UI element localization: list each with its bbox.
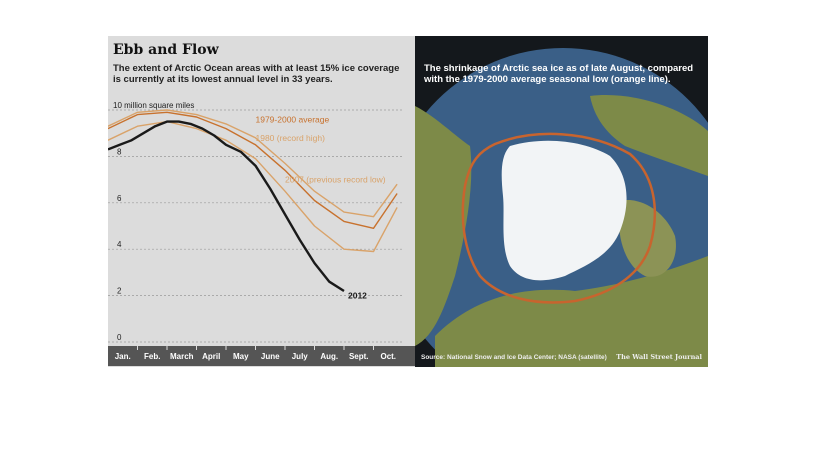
x-tick-label: Oct.: [380, 352, 396, 361]
x-tick-label: Sept.: [349, 352, 369, 361]
map-source: Source: National Snow and Ice Data Cente…: [421, 354, 607, 361]
x-tick-label: March: [170, 352, 194, 361]
chart-title: Ebb and Flow: [113, 42, 219, 58]
series-line-0: [108, 111, 398, 230]
line-chart: 0 2 4 6 8 10 million square miles 1979-2000 av…: [108, 101, 415, 366]
x-tick-label: April: [202, 352, 220, 361]
series-label-3: 2012: [348, 291, 367, 301]
series-label-1: 1980 (record high): [256, 133, 326, 143]
y-tick-label: 4: [117, 240, 122, 249]
series-line-2: [108, 120, 398, 253]
month-axis-bar: [108, 346, 415, 366]
x-tick-label: July: [292, 352, 309, 361]
y-axis-label: 10 million square miles: [113, 101, 194, 110]
map-panel: The shrinkage of Arctic sea ice as of la…: [415, 36, 708, 367]
land-greenland-north: [590, 95, 708, 176]
y-tick-label: 0: [117, 333, 122, 342]
average-ice-line: [461, 132, 656, 304]
land-islands-right: [618, 200, 676, 277]
x-tick-label: Jan.: [115, 352, 131, 361]
series-line-3: [108, 120, 345, 293]
y-tick-label: 8: [117, 147, 122, 156]
series-label-2: 2007 (previous record low): [285, 175, 386, 185]
arctic-map: [415, 36, 708, 367]
map-credit: The Wall Street Journal: [616, 353, 702, 361]
x-tick-label: Aug.: [320, 352, 338, 361]
map-caption: The shrinkage of Arctic sea ice as of la…: [424, 63, 694, 85]
sea-ice: [501, 140, 627, 281]
x-tick-label: May: [233, 352, 249, 361]
x-tick-label: Feb.: [144, 352, 160, 361]
series-label-0: 1979-2000 average: [256, 114, 330, 124]
y-tick-label: 6: [117, 194, 122, 203]
figure: Ebb and Flow The extent of Arctic Ocean …: [108, 36, 708, 367]
land-eurasia-left: [415, 106, 472, 346]
chart-panel: Ebb and Flow The extent of Arctic Ocean …: [108, 36, 415, 367]
series-line-1: [108, 109, 398, 218]
chart-subtitle: The extent of Arctic Ocean areas with at…: [113, 63, 400, 85]
y-tick-label: 2: [117, 287, 122, 296]
x-tick-label: June: [261, 352, 280, 361]
land-canada-bottom: [435, 256, 708, 367]
